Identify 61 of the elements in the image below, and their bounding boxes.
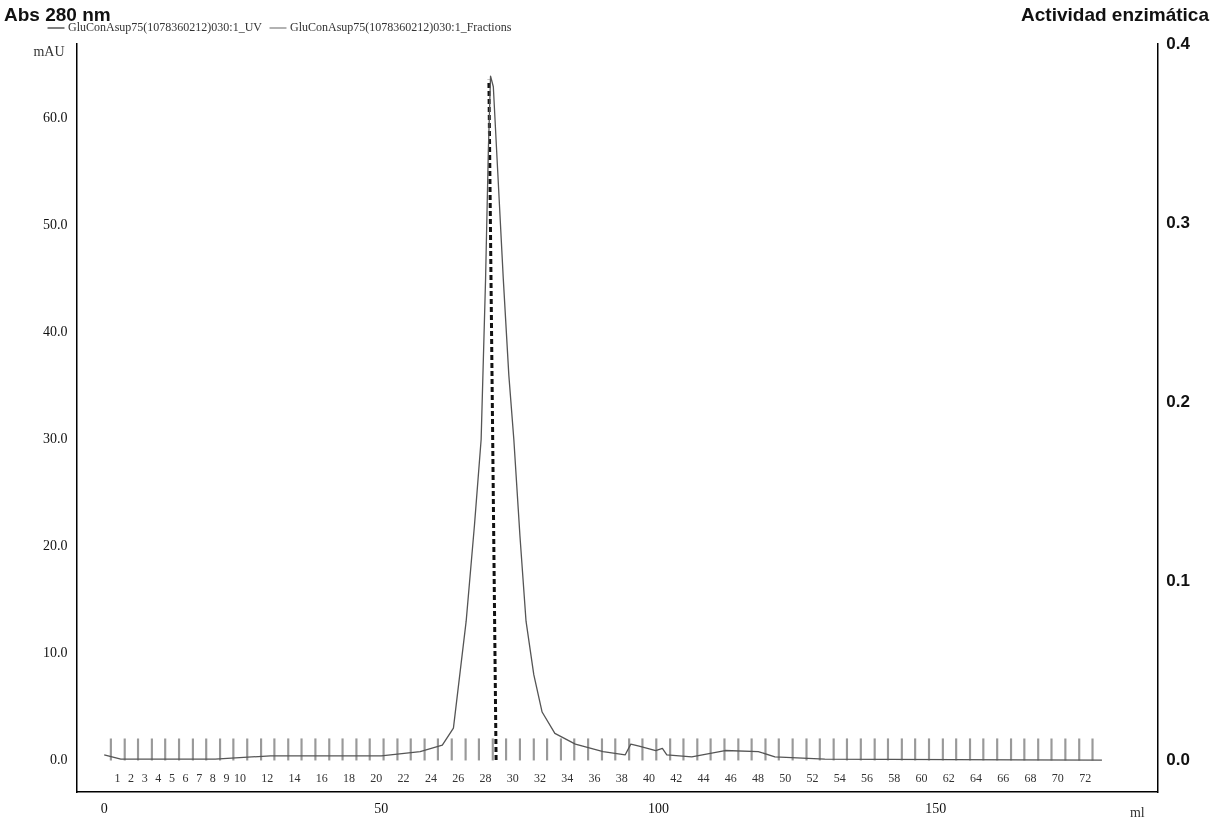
x-axis-title: ml xyxy=(1129,804,1145,820)
x2-tick-label: 50 xyxy=(779,771,792,786)
x2-tick-label: 30 xyxy=(506,771,519,786)
x-tick-label: 150 xyxy=(925,801,947,817)
x2-tick-label: 70 xyxy=(1051,771,1064,786)
y2-tick-label: 0.4 xyxy=(1166,33,1191,53)
x2-tick-label: 24 xyxy=(424,771,437,786)
x2-tick-label: 48 xyxy=(752,771,765,786)
x2-tick-label: 3 xyxy=(141,771,148,786)
y2-tick-label: 0.0 xyxy=(1166,749,1191,769)
y2-axis-title: Actividad enzimática xyxy=(1021,4,1209,26)
x2-tick-label: 44 xyxy=(697,771,710,786)
x2-tick-label: 40 xyxy=(642,771,655,786)
x2-tick-label: 54 xyxy=(833,771,846,786)
x2-tick-label: 68 xyxy=(1024,771,1037,786)
y-tick-label: 40.0 xyxy=(43,324,68,340)
x2-tick-label: 60 xyxy=(915,771,928,786)
y2-tick-label: 0.2 xyxy=(1166,391,1191,411)
x2-tick-label: 26 xyxy=(452,771,465,786)
x-tick-label: 0 xyxy=(100,801,108,817)
x-tick-label: 100 xyxy=(648,801,670,817)
y2-tick-label: 0.3 xyxy=(1166,212,1191,232)
y-tick-label: 10.0 xyxy=(43,644,68,660)
x2-tick-label: 52 xyxy=(806,771,819,786)
x-tick-label: 50 xyxy=(374,801,389,817)
x2-tick-label: 18 xyxy=(343,771,356,786)
y2-tick-label: 0.1 xyxy=(1166,570,1191,590)
x2-tick-label: 20 xyxy=(370,771,383,786)
x2-tick-label: 1 xyxy=(114,771,121,786)
y-tick-label: 30.0 xyxy=(43,431,68,447)
x2-tick-label: 12 xyxy=(261,771,274,786)
x2-tick-label: 66 xyxy=(997,771,1010,786)
x2-tick-label: 38 xyxy=(615,771,628,786)
legend-label: GluConAsup75(1078360212)030:1_Fractions xyxy=(290,20,512,35)
x2-tick-label: 64 xyxy=(970,771,983,786)
x2-tick-label: 8 xyxy=(209,771,216,786)
y-tick-label: 60.0 xyxy=(43,110,68,126)
x2-tick-label: 46 xyxy=(724,771,737,786)
y-tick-label: 0.0 xyxy=(50,751,68,767)
x2-tick-label: 58 xyxy=(888,771,901,786)
x2-tick-label: 14 xyxy=(288,771,301,786)
x2-tick-label: 36 xyxy=(588,771,601,786)
x2-tick-label: 2 xyxy=(128,771,135,786)
x2-tick-label: 6 xyxy=(182,771,189,786)
x2-tick-label: 34 xyxy=(561,771,574,786)
x2-tick-label: 9 xyxy=(223,771,230,786)
y-tick-label: 20.0 xyxy=(43,538,68,554)
x2-tick-label: 56 xyxy=(861,771,874,786)
x2-tick-label: 16 xyxy=(315,771,328,786)
x2-tick-label: 7 xyxy=(196,771,203,786)
x2-tick-label: 4 xyxy=(155,771,162,786)
x2-tick-label: 22 xyxy=(397,771,410,786)
x2-tick-label: 28 xyxy=(479,771,492,786)
x2-tick-label: 5 xyxy=(168,771,175,786)
x2-tick-label: 72 xyxy=(1079,771,1092,786)
text: mAU xyxy=(33,43,65,59)
x2-tick-label: 42 xyxy=(670,771,683,786)
y-tick-label: 50.0 xyxy=(43,217,68,233)
x2-tick-label: 10 xyxy=(234,771,247,786)
x2-tick-label: 32 xyxy=(533,771,546,786)
x2-tick-label: 62 xyxy=(942,771,955,786)
